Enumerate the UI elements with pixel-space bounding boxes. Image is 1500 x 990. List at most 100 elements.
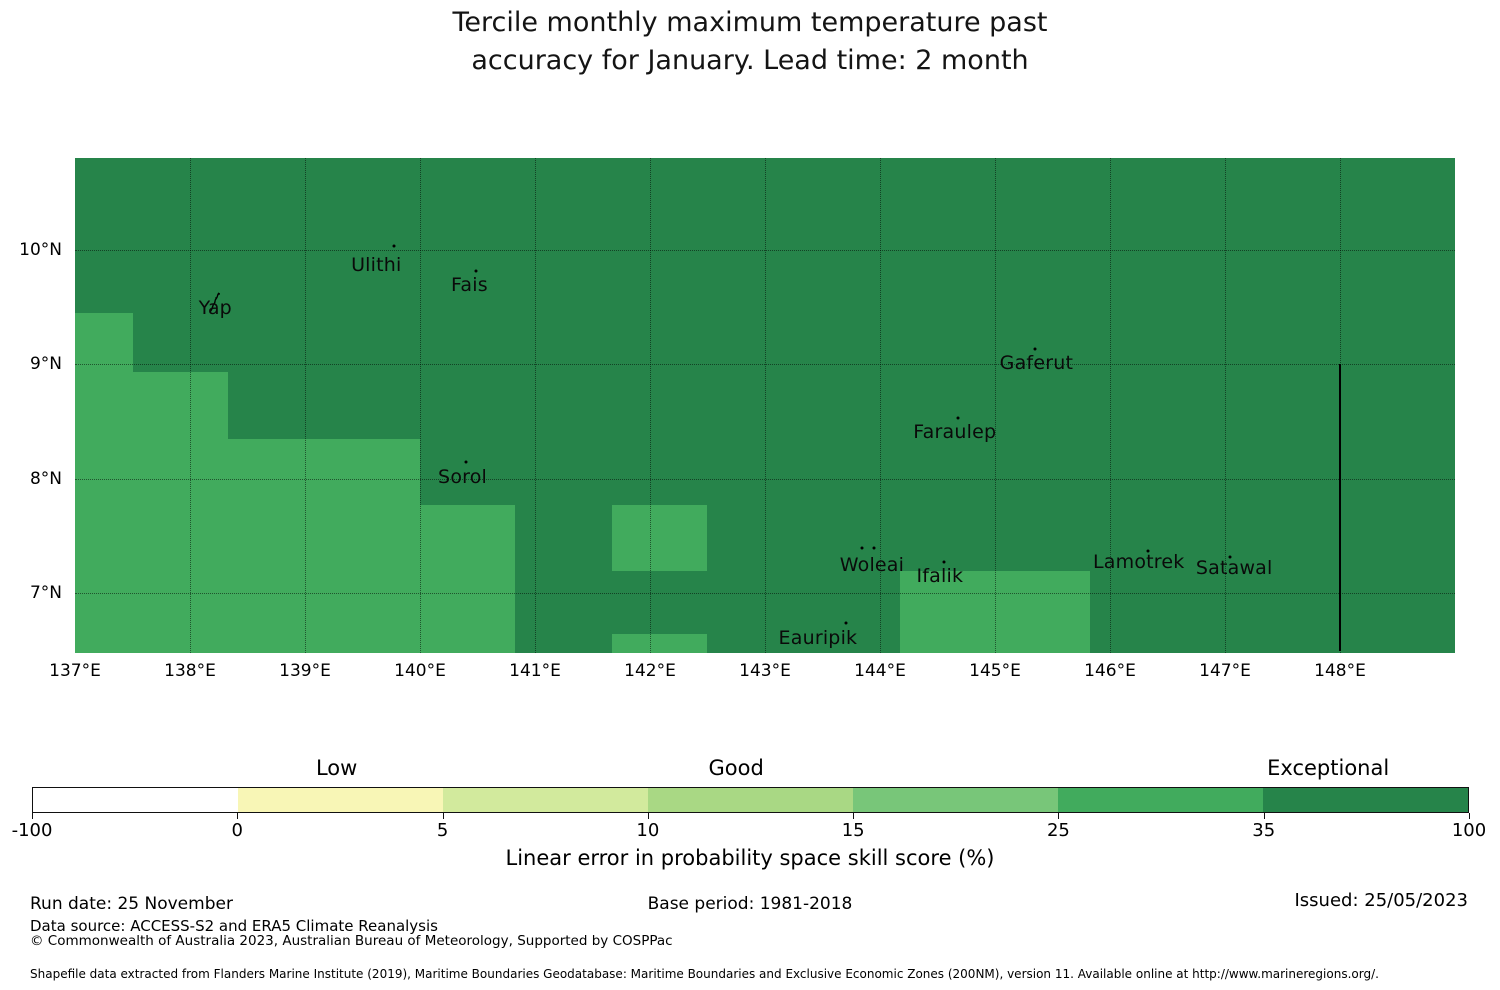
map-highlight-cell (132, 372, 228, 653)
meridian-gridline (650, 158, 651, 653)
meridian-gridline (420, 158, 421, 653)
colorbar-axis-label: Linear error in probability space skill … (505, 846, 995, 870)
colorbar-segment (1263, 788, 1468, 812)
island-label-sorol: Sorol (438, 465, 488, 488)
y-tick-label: 8°N (29, 468, 62, 489)
meridian-gridline (1225, 158, 1226, 653)
map-highlight-cell (227, 438, 420, 653)
island-label-ulithi: Ulithi (351, 253, 402, 276)
colorbar-tick-label: 15 (841, 820, 865, 841)
island-label-eauripik: Eauripik (778, 627, 858, 650)
x-tick-label: 137°E (49, 661, 101, 681)
island-outline (208, 292, 222, 318)
island-dot (464, 460, 468, 464)
x-tick-label: 144°E (854, 661, 906, 681)
map-highlight-cell (899, 570, 1091, 653)
copyright-text: © Commonwealth of Australia 2023, Austra… (30, 933, 673, 949)
colorbar-category-low: Low (315, 756, 358, 780)
y-tick-label: 10°N (19, 239, 62, 260)
island-dot (942, 560, 946, 564)
island-label-woleai: Woleai (839, 553, 905, 576)
island-dot (844, 621, 847, 625)
meridian-gridline (190, 158, 191, 653)
island-label-fais: Fais (451, 274, 488, 297)
colorbar-tick (32, 813, 33, 819)
colorbar-segment (443, 788, 648, 812)
colorbar-tick (442, 813, 444, 819)
colorbar-tick (647, 813, 649, 819)
island-label-yap: Yap (198, 297, 232, 320)
y-tick-label: 9°N (29, 354, 62, 375)
run-date-text: Run date: 25 November (30, 894, 233, 914)
parallel-gridline (75, 478, 1455, 480)
island-label-faraulep: Faraulep (913, 420, 997, 443)
x-tick-label: 140°E (394, 661, 446, 681)
parallel-gridline (75, 593, 1455, 595)
y-tick-label: 7°N (29, 583, 62, 604)
island-dot (392, 244, 396, 248)
x-tick-label: 138°E (164, 661, 216, 681)
base-period-text: Base period: 1981-2018 (647, 894, 853, 914)
issued-date-text: Issued: 25/05/2023 (1294, 890, 1468, 911)
title-line-2: accuracy for January. Lead time: 2 month (471, 45, 1029, 76)
x-tick-label: 147°E (1199, 661, 1251, 681)
island-label-gaferut: Gaferut (999, 352, 1074, 375)
colorbar-segment (1058, 788, 1263, 812)
meridian-gridline (765, 158, 766, 653)
meridian-gridline (1110, 158, 1111, 653)
x-tick-label: 143°E (739, 661, 791, 681)
island-dot (956, 416, 960, 420)
longitude-axis: 137°E 138°E 139°E 140°E 141°E 142°E 143°E 144°E… (49, 661, 1455, 685)
colorbar-tick-label: 10 (636, 820, 660, 841)
island-dot (474, 269, 478, 273)
map-highlight-cell (612, 505, 708, 571)
meridian-gridline (535, 158, 536, 653)
colorbar-segment (238, 788, 443, 812)
parallel-gridline (75, 249, 1455, 251)
colorbar-tick (1469, 813, 1470, 819)
island-dot (860, 546, 864, 550)
meridian-gridline (880, 158, 881, 653)
x-tick-label: 146°E (1084, 661, 1136, 681)
shapefile-credit-text: Shapefile data extracted from Flanders M… (30, 967, 1379, 981)
map-highlight-cell (75, 312, 133, 653)
colorbar-ticks (32, 813, 1470, 821)
map-highlight-cell (612, 633, 708, 653)
meridian-gridline (995, 158, 996, 653)
colorbar-tick (1263, 813, 1265, 819)
colorbar-segment (853, 788, 1058, 812)
parallel-gridline (75, 364, 1455, 366)
latitude-axis: 10°N 9°N 8°N 7°N (0, 158, 62, 653)
island-label-ifalik: Ifalik (916, 565, 964, 588)
meridian-gridline (305, 158, 306, 653)
island-dot (1228, 555, 1232, 559)
title-line-1: Tercile monthly maximum temperature past (452, 7, 1048, 38)
colorbar-category-labels: Low Good Exceptional (32, 756, 1469, 784)
colorbar-tick (853, 813, 855, 819)
colorbar-segment (33, 788, 238, 812)
island-label-satawal: Satawal (1195, 557, 1273, 580)
island-dot (1146, 549, 1150, 553)
colorbar-tick (237, 813, 239, 819)
island-dot (1033, 347, 1037, 351)
colorbar-tick-label: 100 (1451, 820, 1487, 841)
x-tick-label: 145°E (969, 661, 1021, 681)
x-tick-label: 139°E (279, 661, 331, 681)
colorbar-segment (648, 788, 853, 812)
colorbar (32, 787, 1469, 813)
island-dot (872, 546, 876, 550)
colorbar-tick (1058, 813, 1060, 819)
colorbar-tick-label: 0 (231, 820, 244, 841)
colorbar-tick-label: 35 (1252, 820, 1276, 841)
skill-map: Yap Ulithi Fais Sorol Gaferut Faraulep Woleai I… (75, 158, 1455, 653)
colorbar-tick-label: 5 (436, 820, 449, 841)
colorbar-category-exceptional: Exceptional (1267, 756, 1390, 780)
x-tick-label: 141°E (509, 661, 561, 681)
colorbar-tick-label: 25 (1046, 820, 1070, 841)
eez-boundary-line (1339, 364, 1341, 651)
map-highlight-cell (420, 505, 516, 653)
figure-title: Tercile monthly maximum temperature past… (0, 4, 1500, 80)
x-tick-label: 148°E (1314, 661, 1366, 681)
colorbar-tick-label: -100 (11, 820, 53, 841)
